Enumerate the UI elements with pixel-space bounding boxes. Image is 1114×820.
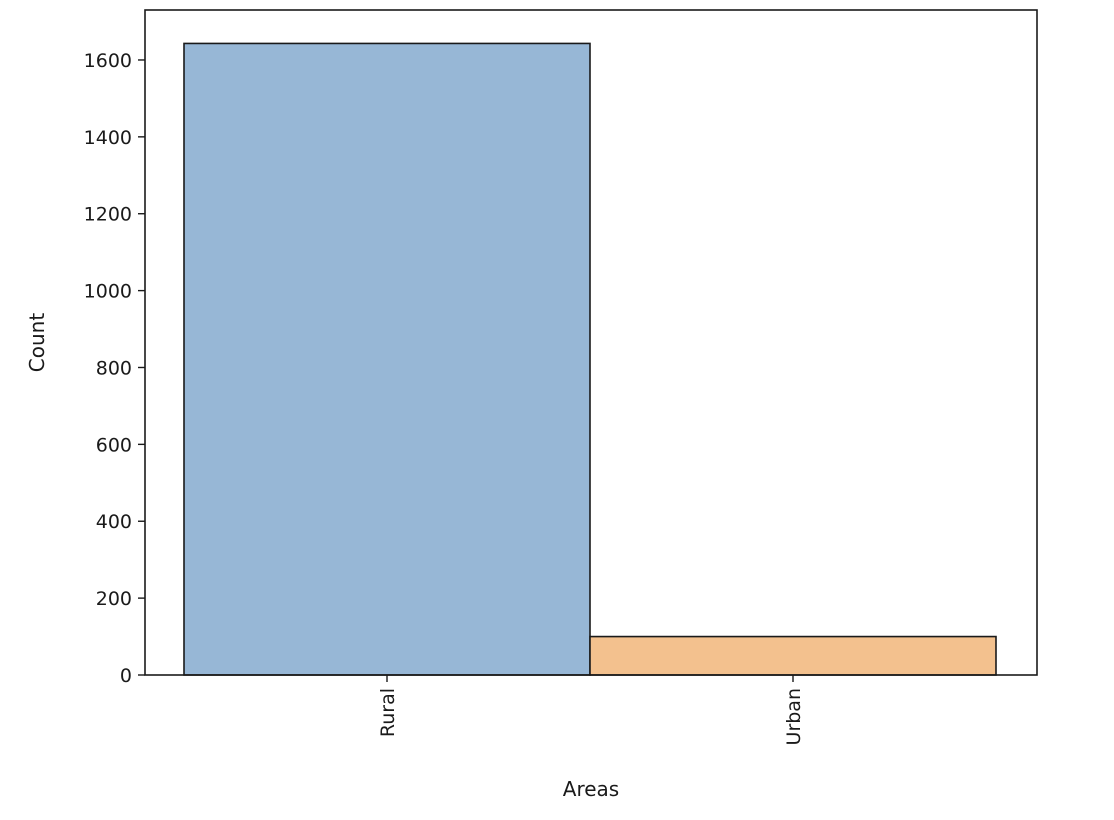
bar-rural [183, 42, 591, 676]
y-tick-label: 1000 [84, 281, 132, 303]
y-tick-label: 1600 [84, 50, 132, 72]
y-axis: 0 200 400 600 800 1000 1200 1400 1600 [84, 50, 145, 687]
y-tick-label: 1200 [84, 204, 132, 226]
y-tick-label: 1400 [84, 127, 132, 149]
plot-frame [144, 9, 1038, 676]
x-axis: Rural Urban [377, 675, 805, 745]
x-tick-label-rural: Rural [377, 688, 399, 737]
bar-urban [589, 635, 997, 676]
y-tick-label: 400 [96, 511, 132, 533]
x-tick-label-urban: Urban [783, 688, 805, 745]
y-axis-label: Count [25, 313, 49, 373]
y-tick-label: 0 [120, 665, 132, 687]
y-tick-label: 200 [96, 588, 132, 610]
y-tick-label: 800 [96, 357, 132, 379]
bars-group [183, 42, 997, 676]
x-axis-label: Areas [563, 777, 619, 801]
y-tick-label: 600 [96, 434, 132, 456]
